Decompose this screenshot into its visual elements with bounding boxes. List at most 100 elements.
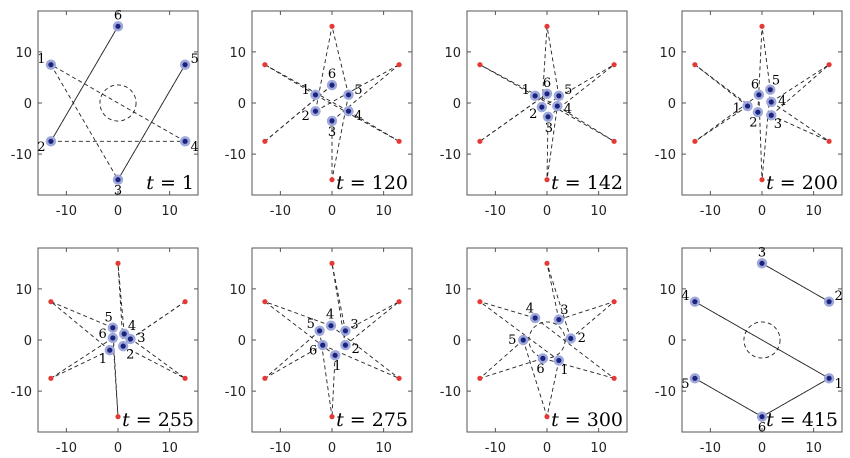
agent-label: 5 (190, 52, 198, 67)
agent-label: 5 (681, 377, 689, 392)
y-tick-label: 0 (24, 334, 32, 349)
agent-label: 2 (352, 342, 360, 357)
agent-label: 1 (37, 52, 45, 67)
agent-label: 4 (564, 102, 572, 117)
agent-label: 4 (190, 140, 198, 155)
agent-point (320, 342, 326, 348)
agent-label: 2 (834, 289, 842, 304)
agent-label: 1 (834, 377, 842, 392)
target-point (262, 375, 268, 381)
x-tick-label: 10 (375, 441, 392, 456)
agent-label: 4 (354, 109, 362, 124)
agent-label: 1 (302, 83, 310, 98)
agent-point (826, 299, 832, 305)
target-point (329, 177, 335, 183)
trajectory-link (479, 64, 558, 107)
agent-label: 4 (681, 289, 689, 304)
trajectory-link (50, 26, 119, 142)
target-point (182, 299, 188, 305)
target-point (611, 138, 617, 144)
target-point (182, 375, 188, 381)
x-tick-label: -10 (56, 441, 77, 456)
trajectory-link (479, 301, 536, 319)
agent-label: 6 (543, 76, 551, 91)
trajectory-link (761, 262, 830, 303)
trajectory-link (264, 330, 320, 379)
y-tick-label: 10 (229, 46, 246, 61)
agent-point (110, 325, 116, 331)
time-eq: = (774, 172, 802, 194)
agent-label: 6 (114, 8, 122, 23)
trajectory-link (331, 355, 336, 417)
panel-3: -10 0 10 10 0 -10 1 234 56 t = 142 (440, 10, 628, 219)
agent-point (554, 103, 560, 109)
plot-frame (251, 10, 413, 196)
y-tick-label: 10 (229, 283, 246, 298)
trajectory-link (771, 101, 830, 142)
trajectory-link (694, 64, 759, 113)
agent-label: 2 (302, 109, 310, 124)
x-tick-label: -10 (700, 441, 721, 456)
time-var: t (766, 409, 774, 431)
agent-label: 5 (772, 73, 780, 88)
x-tick-label: 10 (805, 204, 822, 219)
y-tick-label: 10 (444, 283, 461, 298)
time-value: 300 (587, 409, 623, 431)
agent-point (345, 108, 352, 114)
target-point (544, 23, 550, 29)
target-point (48, 375, 54, 381)
y-tick-label: 10 (15, 283, 32, 298)
x-tick-label: 0 (114, 441, 122, 456)
trajectory-link (348, 110, 400, 142)
target-point (759, 177, 765, 183)
agent-label: 5 (508, 333, 516, 348)
agent-point (342, 342, 349, 348)
agent-point (312, 108, 319, 114)
agent-point (48, 138, 54, 144)
agent-point (329, 118, 335, 124)
x-tick-label: 10 (161, 441, 178, 456)
agent-label: 6 (309, 343, 317, 358)
y-tick-label: 0 (238, 97, 246, 112)
trajectory-link (694, 301, 830, 379)
agent-point (532, 315, 538, 321)
agent-point (692, 299, 698, 305)
agent-point (115, 23, 121, 29)
agent-point (756, 92, 762, 98)
agent-point (556, 357, 562, 364)
target-point (396, 62, 402, 68)
y-tick-label: 10 (659, 46, 676, 61)
trajectory-link (694, 94, 760, 142)
agent-label: 5 (307, 317, 315, 332)
plot-frame (466, 247, 628, 433)
agent-point (539, 104, 545, 110)
target-point (262, 299, 268, 305)
agent-point (556, 316, 562, 323)
x-tick-label: 0 (114, 204, 122, 219)
plot-frame (251, 247, 413, 433)
time-var: t (766, 172, 774, 194)
trajectory-link (479, 357, 544, 379)
y-tick-label: -10 (225, 385, 246, 400)
target-point (826, 62, 832, 68)
trajectory-link (770, 64, 830, 116)
agent-label: 1 (733, 101, 741, 116)
x-tick-label: 0 (328, 441, 336, 456)
agent-point (759, 414, 765, 420)
time-label: t = 415 (766, 409, 838, 431)
agent-label: 2 (126, 348, 134, 363)
agent-point (121, 331, 127, 337)
trajectory-link (558, 301, 615, 320)
time-var: t (551, 409, 559, 431)
trajectory-link (479, 339, 524, 379)
agent-label: 4 (326, 308, 334, 323)
trajectory-link (771, 64, 830, 103)
target-point (477, 299, 483, 305)
trajectory-link (112, 337, 119, 417)
time-value: 275 (372, 409, 408, 431)
target-point (611, 375, 617, 381)
y-tick-label: -10 (225, 148, 246, 163)
trajectory-link (522, 339, 548, 417)
x-tick-label: 0 (328, 204, 336, 219)
